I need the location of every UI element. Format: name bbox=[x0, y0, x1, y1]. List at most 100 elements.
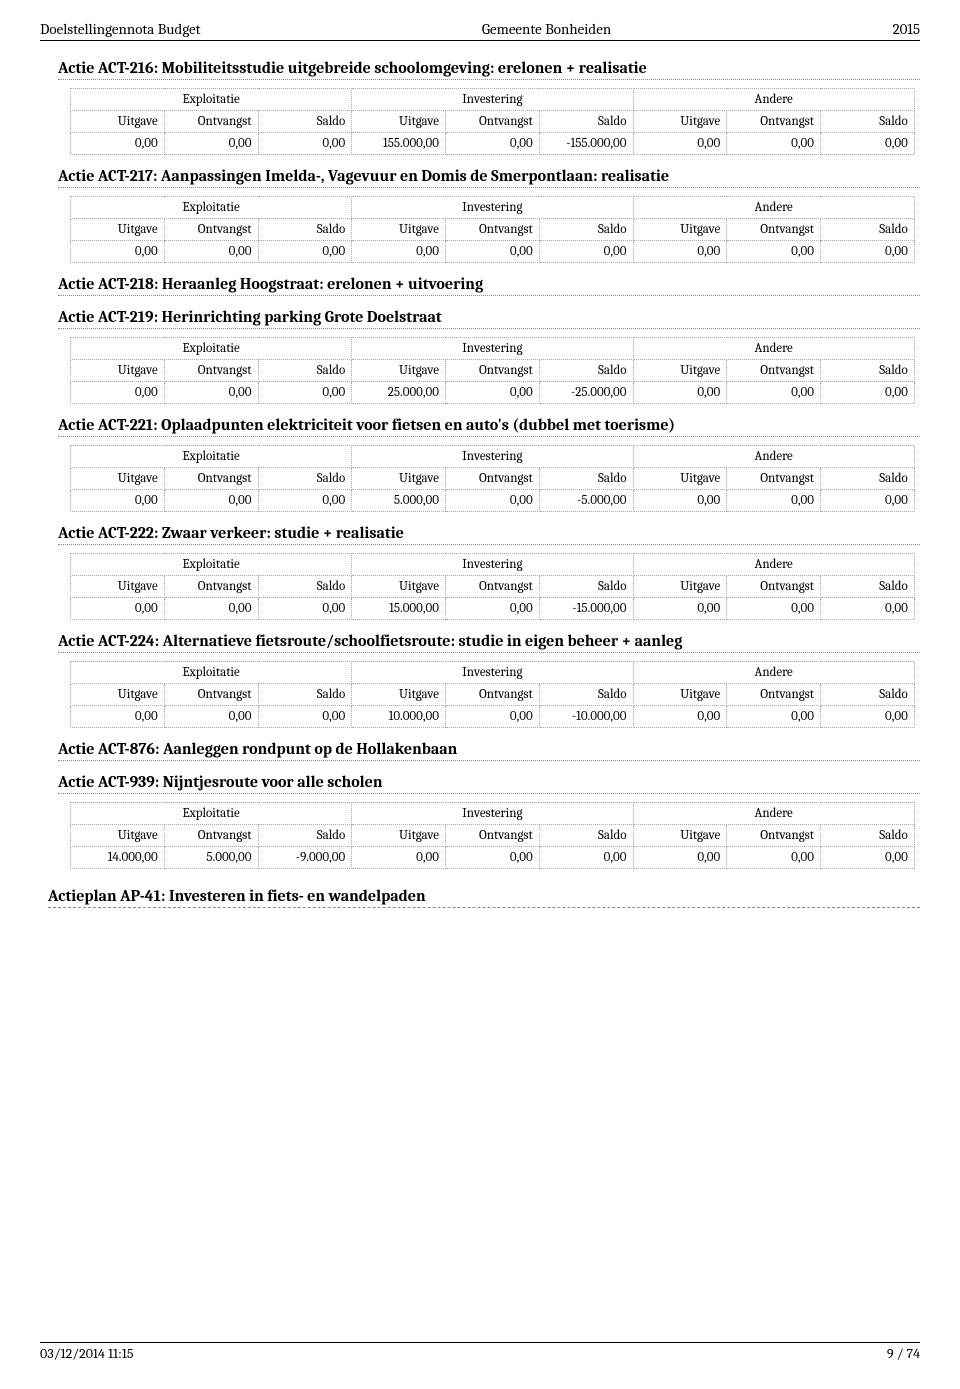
table-cell: 0,00 bbox=[164, 382, 258, 404]
finance-table: ExploitatieInvesteringAndereUitgaveOntva… bbox=[70, 553, 915, 620]
table-cell: 10.000,00 bbox=[352, 706, 446, 728]
action-title: Actie ACT-939: Nijntjesroute voor alle s… bbox=[58, 773, 920, 794]
table-cell: 0,00 bbox=[633, 598, 727, 620]
table-cell: 0,00 bbox=[727, 490, 821, 512]
action-title: Actie ACT-217: Aanpassingen Imelda-, Vag… bbox=[58, 167, 920, 188]
table-cell: -25.000,00 bbox=[539, 382, 633, 404]
column-header: Saldo bbox=[821, 219, 915, 241]
table-cell: 0,00 bbox=[821, 847, 915, 869]
column-header: Saldo bbox=[821, 468, 915, 490]
column-header: Uitgave bbox=[633, 111, 727, 133]
table-cell: 0,00 bbox=[633, 241, 727, 263]
column-header: Saldo bbox=[821, 111, 915, 133]
group-header: Andere bbox=[633, 197, 914, 219]
column-header: Ontvangst bbox=[446, 684, 540, 706]
column-header: Uitgave bbox=[71, 684, 165, 706]
column-header: Ontvangst bbox=[727, 219, 821, 241]
column-header: Uitgave bbox=[633, 684, 727, 706]
column-header: Ontvangst bbox=[446, 219, 540, 241]
group-header: Andere bbox=[633, 338, 914, 360]
table-cell: 15.000,00 bbox=[352, 598, 446, 620]
column-header: Uitgave bbox=[71, 219, 165, 241]
column-header: Uitgave bbox=[633, 825, 727, 847]
column-header: Ontvangst bbox=[446, 111, 540, 133]
group-header: Exploitatie bbox=[71, 89, 352, 111]
column-header: Saldo bbox=[821, 825, 915, 847]
column-header: Saldo bbox=[539, 576, 633, 598]
finance-table: ExploitatieInvesteringAndereUitgaveOntva… bbox=[70, 802, 915, 869]
table-cell: 5.000,00 bbox=[352, 490, 446, 512]
table-cell: 0,00 bbox=[446, 133, 540, 155]
column-header: Ontvangst bbox=[164, 825, 258, 847]
group-header: Investering bbox=[352, 554, 633, 576]
table-cell: 0,00 bbox=[821, 706, 915, 728]
table-row: 0,000,000,0010.000,000,00-10.000,000,000… bbox=[71, 706, 915, 728]
column-header: Uitgave bbox=[352, 360, 446, 382]
finance-table: ExploitatieInvesteringAndereUitgaveOntva… bbox=[70, 337, 915, 404]
table-cell: 0,00 bbox=[727, 133, 821, 155]
column-header: Ontvangst bbox=[164, 576, 258, 598]
table-row: 0,000,000,0015.000,000,00-15.000,000,000… bbox=[71, 598, 915, 620]
group-header: Investering bbox=[352, 197, 633, 219]
column-header: Uitgave bbox=[71, 360, 165, 382]
column-header: Saldo bbox=[821, 360, 915, 382]
table-cell: 0,00 bbox=[258, 133, 352, 155]
group-header: Andere bbox=[633, 803, 914, 825]
table-cell: 0,00 bbox=[446, 847, 540, 869]
table-cell: 0,00 bbox=[446, 382, 540, 404]
footer-page: 9 / 74 bbox=[887, 1345, 920, 1362]
column-header: Ontvangst bbox=[164, 684, 258, 706]
table-cell: 0,00 bbox=[727, 382, 821, 404]
finance-table: ExploitatieInvesteringAndereUitgaveOntva… bbox=[70, 445, 915, 512]
group-header: Andere bbox=[633, 446, 914, 468]
action-title: Actie ACT-218: Heraanleg Hoogstraat: ere… bbox=[58, 275, 920, 296]
column-header: Ontvangst bbox=[727, 360, 821, 382]
column-header: Uitgave bbox=[71, 111, 165, 133]
column-header: Ontvangst bbox=[727, 684, 821, 706]
column-header: Saldo bbox=[258, 468, 352, 490]
footer-timestamp: 03/12/2014 11:15 bbox=[40, 1345, 134, 1362]
column-header: Ontvangst bbox=[164, 468, 258, 490]
table-cell: 0,00 bbox=[352, 241, 446, 263]
table-cell: 0,00 bbox=[633, 490, 727, 512]
finance-table: ExploitatieInvesteringAndere Uitgave Ontva… bbox=[70, 196, 915, 263]
column-header: Saldo bbox=[821, 576, 915, 598]
table-cell: 0,00 bbox=[352, 847, 446, 869]
group-header: Investering bbox=[352, 446, 633, 468]
table-cell: 0,00 bbox=[258, 598, 352, 620]
column-header: Uitgave bbox=[352, 111, 446, 133]
column-header: Saldo bbox=[258, 576, 352, 598]
table-cell: 0,00 bbox=[446, 706, 540, 728]
column-header: Saldo bbox=[539, 468, 633, 490]
table-cell: 0,00 bbox=[258, 241, 352, 263]
table-cell: 0,00 bbox=[539, 847, 633, 869]
column-header: Uitgave bbox=[633, 576, 727, 598]
column-header: Ontvangst bbox=[727, 825, 821, 847]
table-cell: -15.000,00 bbox=[539, 598, 633, 620]
table-cell: 0,00 bbox=[446, 241, 540, 263]
table-cell: 0,00 bbox=[727, 706, 821, 728]
table-cell: -155.000,00 bbox=[539, 133, 633, 155]
action-title: Actie ACT-219: Herinrichting parking Gro… bbox=[58, 308, 920, 329]
table-cell: -5.000,00 bbox=[539, 490, 633, 512]
column-header: Ontvangst bbox=[727, 576, 821, 598]
table-row: 0,000,000,00155.000,000,00-155.000,000,0… bbox=[71, 133, 915, 155]
table-cell: 0,00 bbox=[71, 382, 165, 404]
table-cell: -10.000,00 bbox=[539, 706, 633, 728]
table-cell: 0,00 bbox=[821, 133, 915, 155]
group-header: Exploitatie bbox=[71, 197, 352, 219]
column-header: Uitgave bbox=[71, 576, 165, 598]
group-header: Exploitatie bbox=[71, 662, 352, 684]
table-cell: 0,00 bbox=[446, 598, 540, 620]
table-cell: 0,00 bbox=[164, 598, 258, 620]
table-cell: 0,00 bbox=[821, 490, 915, 512]
actieplan-title: Actieplan AP-41: Investeren in fiets- en… bbox=[48, 887, 920, 908]
table-cell: 5.000,00 bbox=[164, 847, 258, 869]
table-cell: 25.000,00 bbox=[352, 382, 446, 404]
column-header: Uitgave bbox=[71, 468, 165, 490]
column-header: Saldo bbox=[821, 684, 915, 706]
table-cell: -9.000,00 bbox=[258, 847, 352, 869]
group-header: Exploitatie bbox=[71, 803, 352, 825]
table-cell: 0,00 bbox=[633, 847, 727, 869]
column-header: Ontvangst bbox=[727, 468, 821, 490]
